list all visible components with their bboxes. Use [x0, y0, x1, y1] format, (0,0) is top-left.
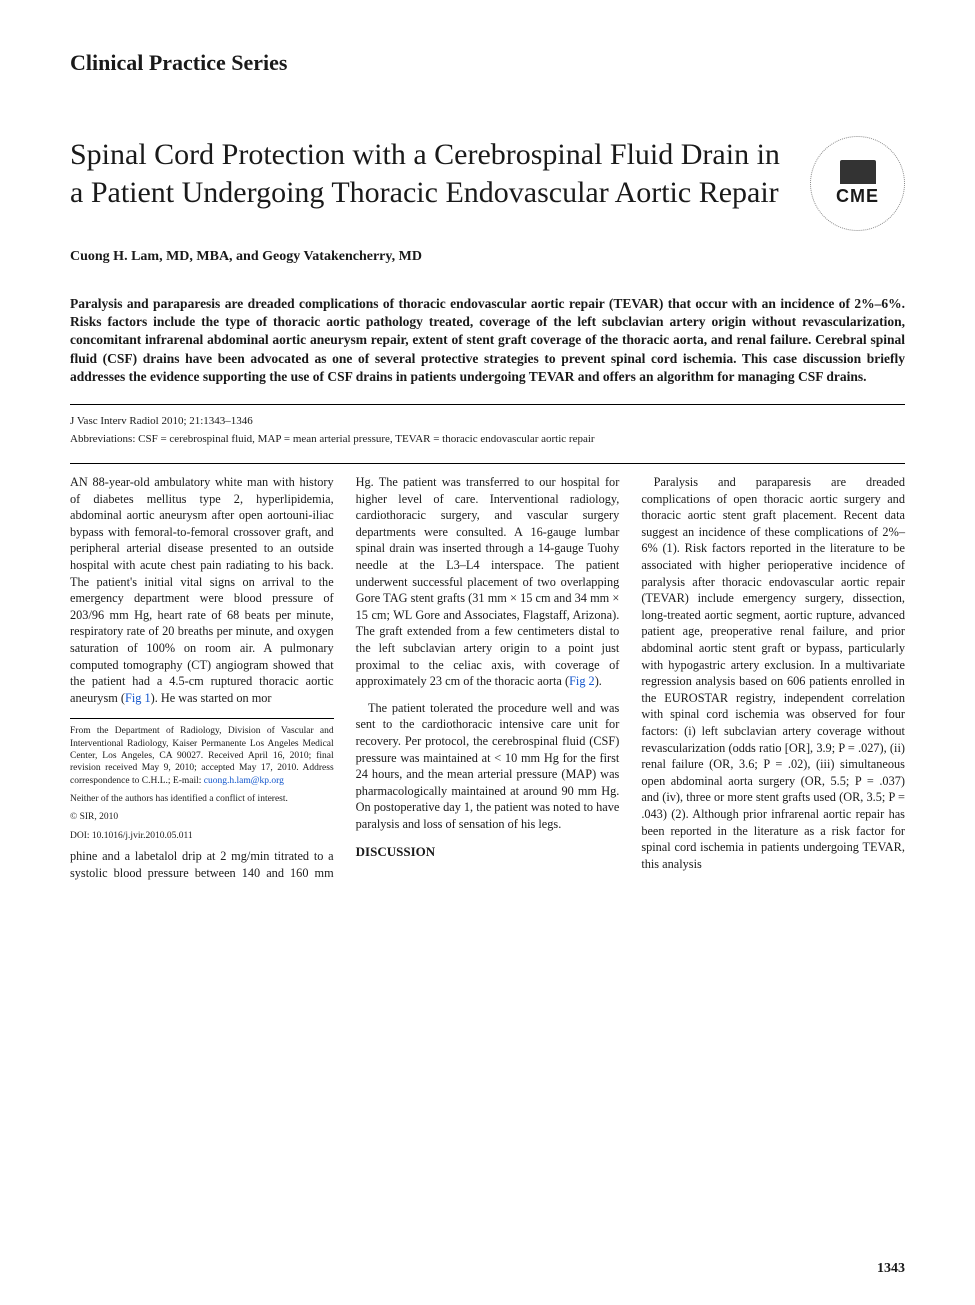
body-p1b-text: ). He was started on mor [151, 691, 272, 705]
article-title: Spinal Cord Protection with a Cerebrospi… [70, 136, 810, 211]
discussion-heading: DISCUSSION [356, 843, 620, 861]
cme-ring [810, 136, 905, 231]
affiliation-text: From the Department of Radiology, Divisi… [70, 726, 334, 785]
body-p2b-text: ). [595, 674, 602, 688]
footnote-coi: Neither of the authors has identified a … [70, 793, 334, 805]
series-title: Clinical Practice Series [70, 50, 905, 76]
body-columns: AN 88-year-old ambulatory white man with… [70, 474, 905, 881]
body-p1-text: 88-year-old ambulatory white man with hi… [70, 475, 334, 705]
body-para-1: AN 88-year-old ambulatory white man with… [70, 474, 334, 706]
discussion-para-1: Paralysis and paraparesis are dreaded co… [641, 474, 905, 872]
rule-bottom [70, 463, 905, 464]
page-number: 1343 [877, 1261, 905, 1277]
abbreviations: Abbreviations: CSF = cerebrospinal fluid… [70, 433, 905, 445]
correspondence-email[interactable]: cuong.h.lam@kp.org [204, 776, 284, 786]
footnote-copyright: © SIR, 2010 [70, 811, 334, 823]
cme-badge: CME [810, 136, 905, 231]
abstract: Paralysis and paraparesis are dreaded co… [70, 295, 905, 386]
fig-2-ref[interactable]: Fig 2 [569, 674, 595, 688]
citation: J Vasc Interv Radiol 2010; 21:1343–1346 [70, 415, 905, 427]
header-row: Spinal Cord Protection with a Cerebrospi… [70, 136, 905, 231]
fig-1-ref[interactable]: Fig 1 [125, 691, 151, 705]
footnote-doi: DOI: 10.1016/j.jvir.2010.05.011 [70, 830, 334, 842]
lead-word: AN [70, 475, 88, 489]
rule-top [70, 404, 905, 405]
authors: Cuong H. Lam, MD, MBA, and Geogy Vataken… [70, 249, 905, 265]
footnote-affiliation: From the Department of Radiology, Divisi… [70, 725, 334, 787]
footnotes: From the Department of Radiology, Divisi… [70, 718, 334, 842]
body-para-3: The patient tolerated the procedure well… [356, 700, 620, 833]
